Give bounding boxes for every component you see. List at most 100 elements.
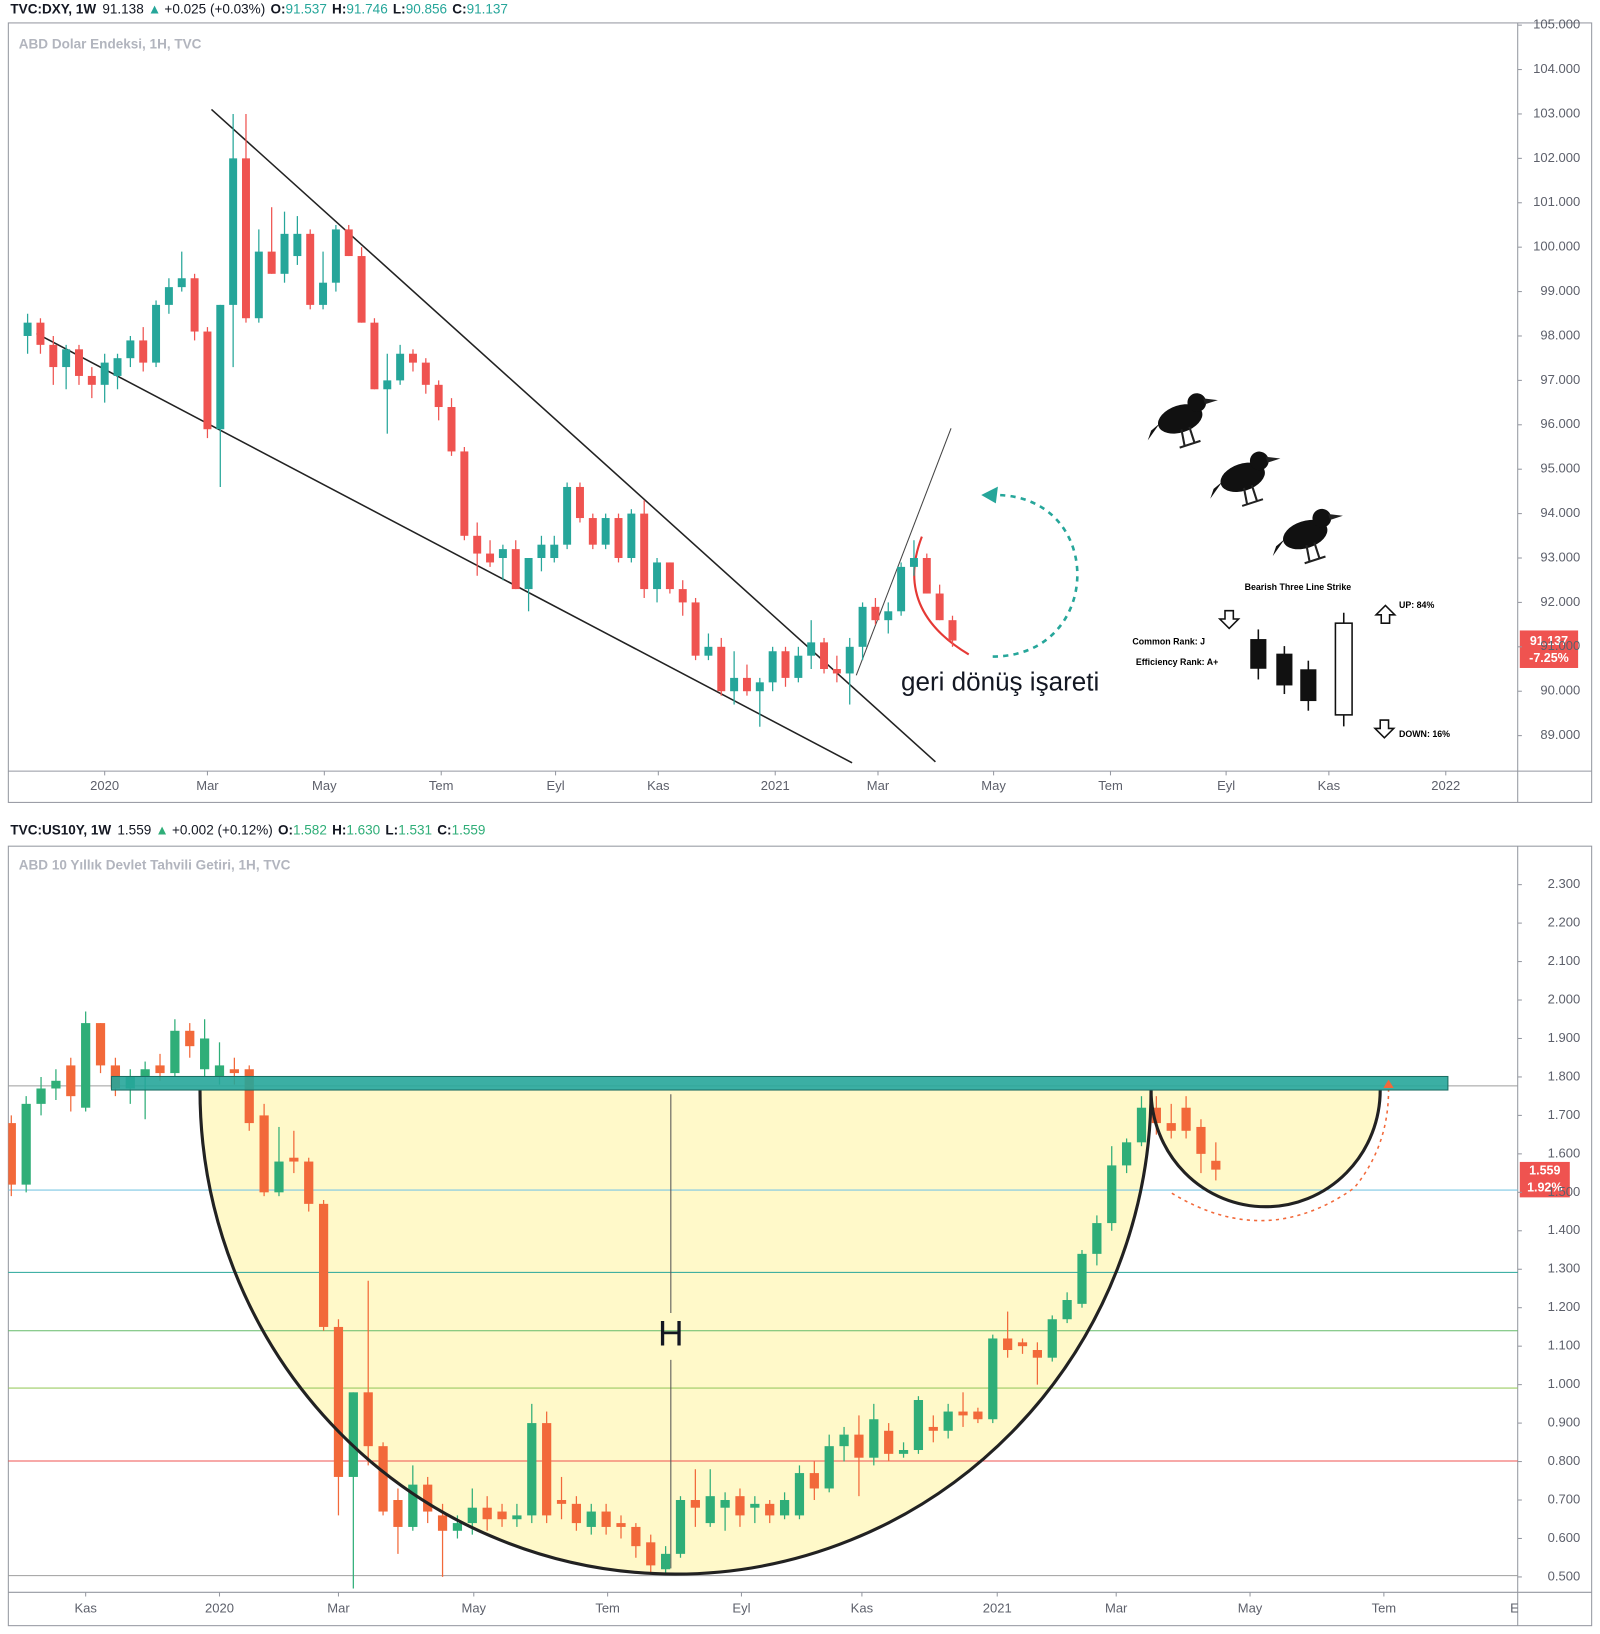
y-tick-label: 99.000 [1540,283,1580,298]
candle-body [869,1419,879,1458]
candle-body [408,1484,418,1527]
candle-body [497,1511,507,1520]
y-tick-label: 0.600 [1548,1530,1581,1545]
x-tick-label: Mar [867,778,890,793]
candle-body [36,322,45,345]
candle-body [267,251,276,274]
y-tick-label: 1.800 [1548,1068,1581,1083]
y-tick-label: 0.900 [1548,1415,1581,1430]
candle-body [447,407,456,452]
candle-body [75,349,83,376]
x-tick-label: Mar [196,778,219,793]
price-tag-price: 91.137 [1530,634,1568,648]
candle-body [229,1069,239,1074]
x-tick-label: 2020 [90,778,119,793]
y-tick-label: 2.200 [1548,915,1581,930]
x-tick-label: May [981,778,1006,793]
candle-body [280,233,289,274]
candle-body [928,1426,938,1431]
y-tick-label: 2.300 [1548,876,1581,891]
candle-body [344,229,353,257]
x-tick-label: Eyl [732,1600,750,1615]
candle-body [1136,1107,1147,1143]
x-tick-label: May [312,778,337,793]
ohlc-value: 1.531 [398,822,432,837]
candle-body [820,642,829,670]
candle-body [254,251,263,319]
y-tick-label: 89.000 [1540,727,1580,742]
candle-body [66,1065,76,1097]
candle-body [839,1434,849,1447]
us10y-candles [8,1011,1221,1589]
bottom-drawings [8,1085,1518,1577]
candle-body [755,682,764,692]
candle-body [1017,1342,1028,1347]
y-tick-label: 1.100 [1548,1338,1581,1353]
candle-body [854,1434,864,1458]
candle-body [897,566,906,612]
y-tick-label: 0.500 [1548,1568,1581,1583]
x-tick-label: 2020 [205,1600,234,1615]
candle-body [678,589,687,603]
x-tick-label: Mar [327,1600,350,1615]
candle-body [742,677,751,692]
y-tick-label: 1.200 [1548,1299,1581,1314]
candle-body [556,1500,567,1504]
y-tick-label: 95.000 [1540,461,1580,476]
candle-body [244,1069,254,1124]
change-arrow: ▲ [155,822,168,837]
candle-body [935,593,944,621]
y-tick-label: 1.900 [1548,1030,1581,1045]
candle-body [690,1500,700,1508]
candle-body [152,304,161,363]
candle-body [943,1411,953,1431]
candle-body [170,1030,180,1074]
candle-body [750,1503,760,1508]
y-tick-label: 100.000 [1533,239,1580,254]
candle-body [779,1500,790,1516]
candle-body [200,1038,210,1070]
candle-body [378,1446,388,1512]
candle-body [498,549,507,559]
y-tick-label: 94.000 [1540,505,1580,520]
candle-body [331,229,340,283]
ohlc-label: H: [332,1,346,16]
candle-body [486,553,495,563]
x-tick-label: Tem [1098,778,1123,793]
candle-body [1181,1107,1191,1131]
change-arrow: ▲ [148,1,161,16]
candle-body [1062,1300,1072,1320]
candle-body [794,1473,805,1516]
x-tick-label: May [461,1600,486,1615]
candle-body [318,1203,329,1327]
ohlc-label: L: [393,1,406,16]
y-tick-label: 1.500 [1548,1184,1581,1199]
candle-body [87,375,96,385]
candle-body [524,558,533,590]
candle-body [512,1515,522,1520]
price-tag [1519,630,1579,668]
y-tick-label: 102.000 [1533,150,1580,165]
candle-body [1166,1123,1176,1131]
candle-body [113,358,122,376]
candle-body [675,1500,686,1554]
x-tick-label: Eyl [1510,1600,1528,1615]
candle-body [665,562,674,590]
price-tag-price: 1.559 [1529,1164,1560,1178]
y-tick-label: 104.000 [1533,61,1580,76]
candle-body [8,1123,16,1185]
y-tick-label: 101.000 [1533,194,1580,209]
candle-body [537,544,546,559]
candle-body [871,606,880,621]
ohlc-label: H: [332,822,346,837]
symbol: TVC:DXY, 1W [10,1,96,16]
candle-body [616,1523,626,1527]
candle-body [396,353,405,381]
candle-body [370,322,379,390]
top-drawings [36,108,1079,764]
candle-body [259,1115,269,1193]
candle-body [437,1515,448,1531]
annotation: geri dönüş işareti [901,666,1099,696]
candle-body [1047,1319,1057,1358]
